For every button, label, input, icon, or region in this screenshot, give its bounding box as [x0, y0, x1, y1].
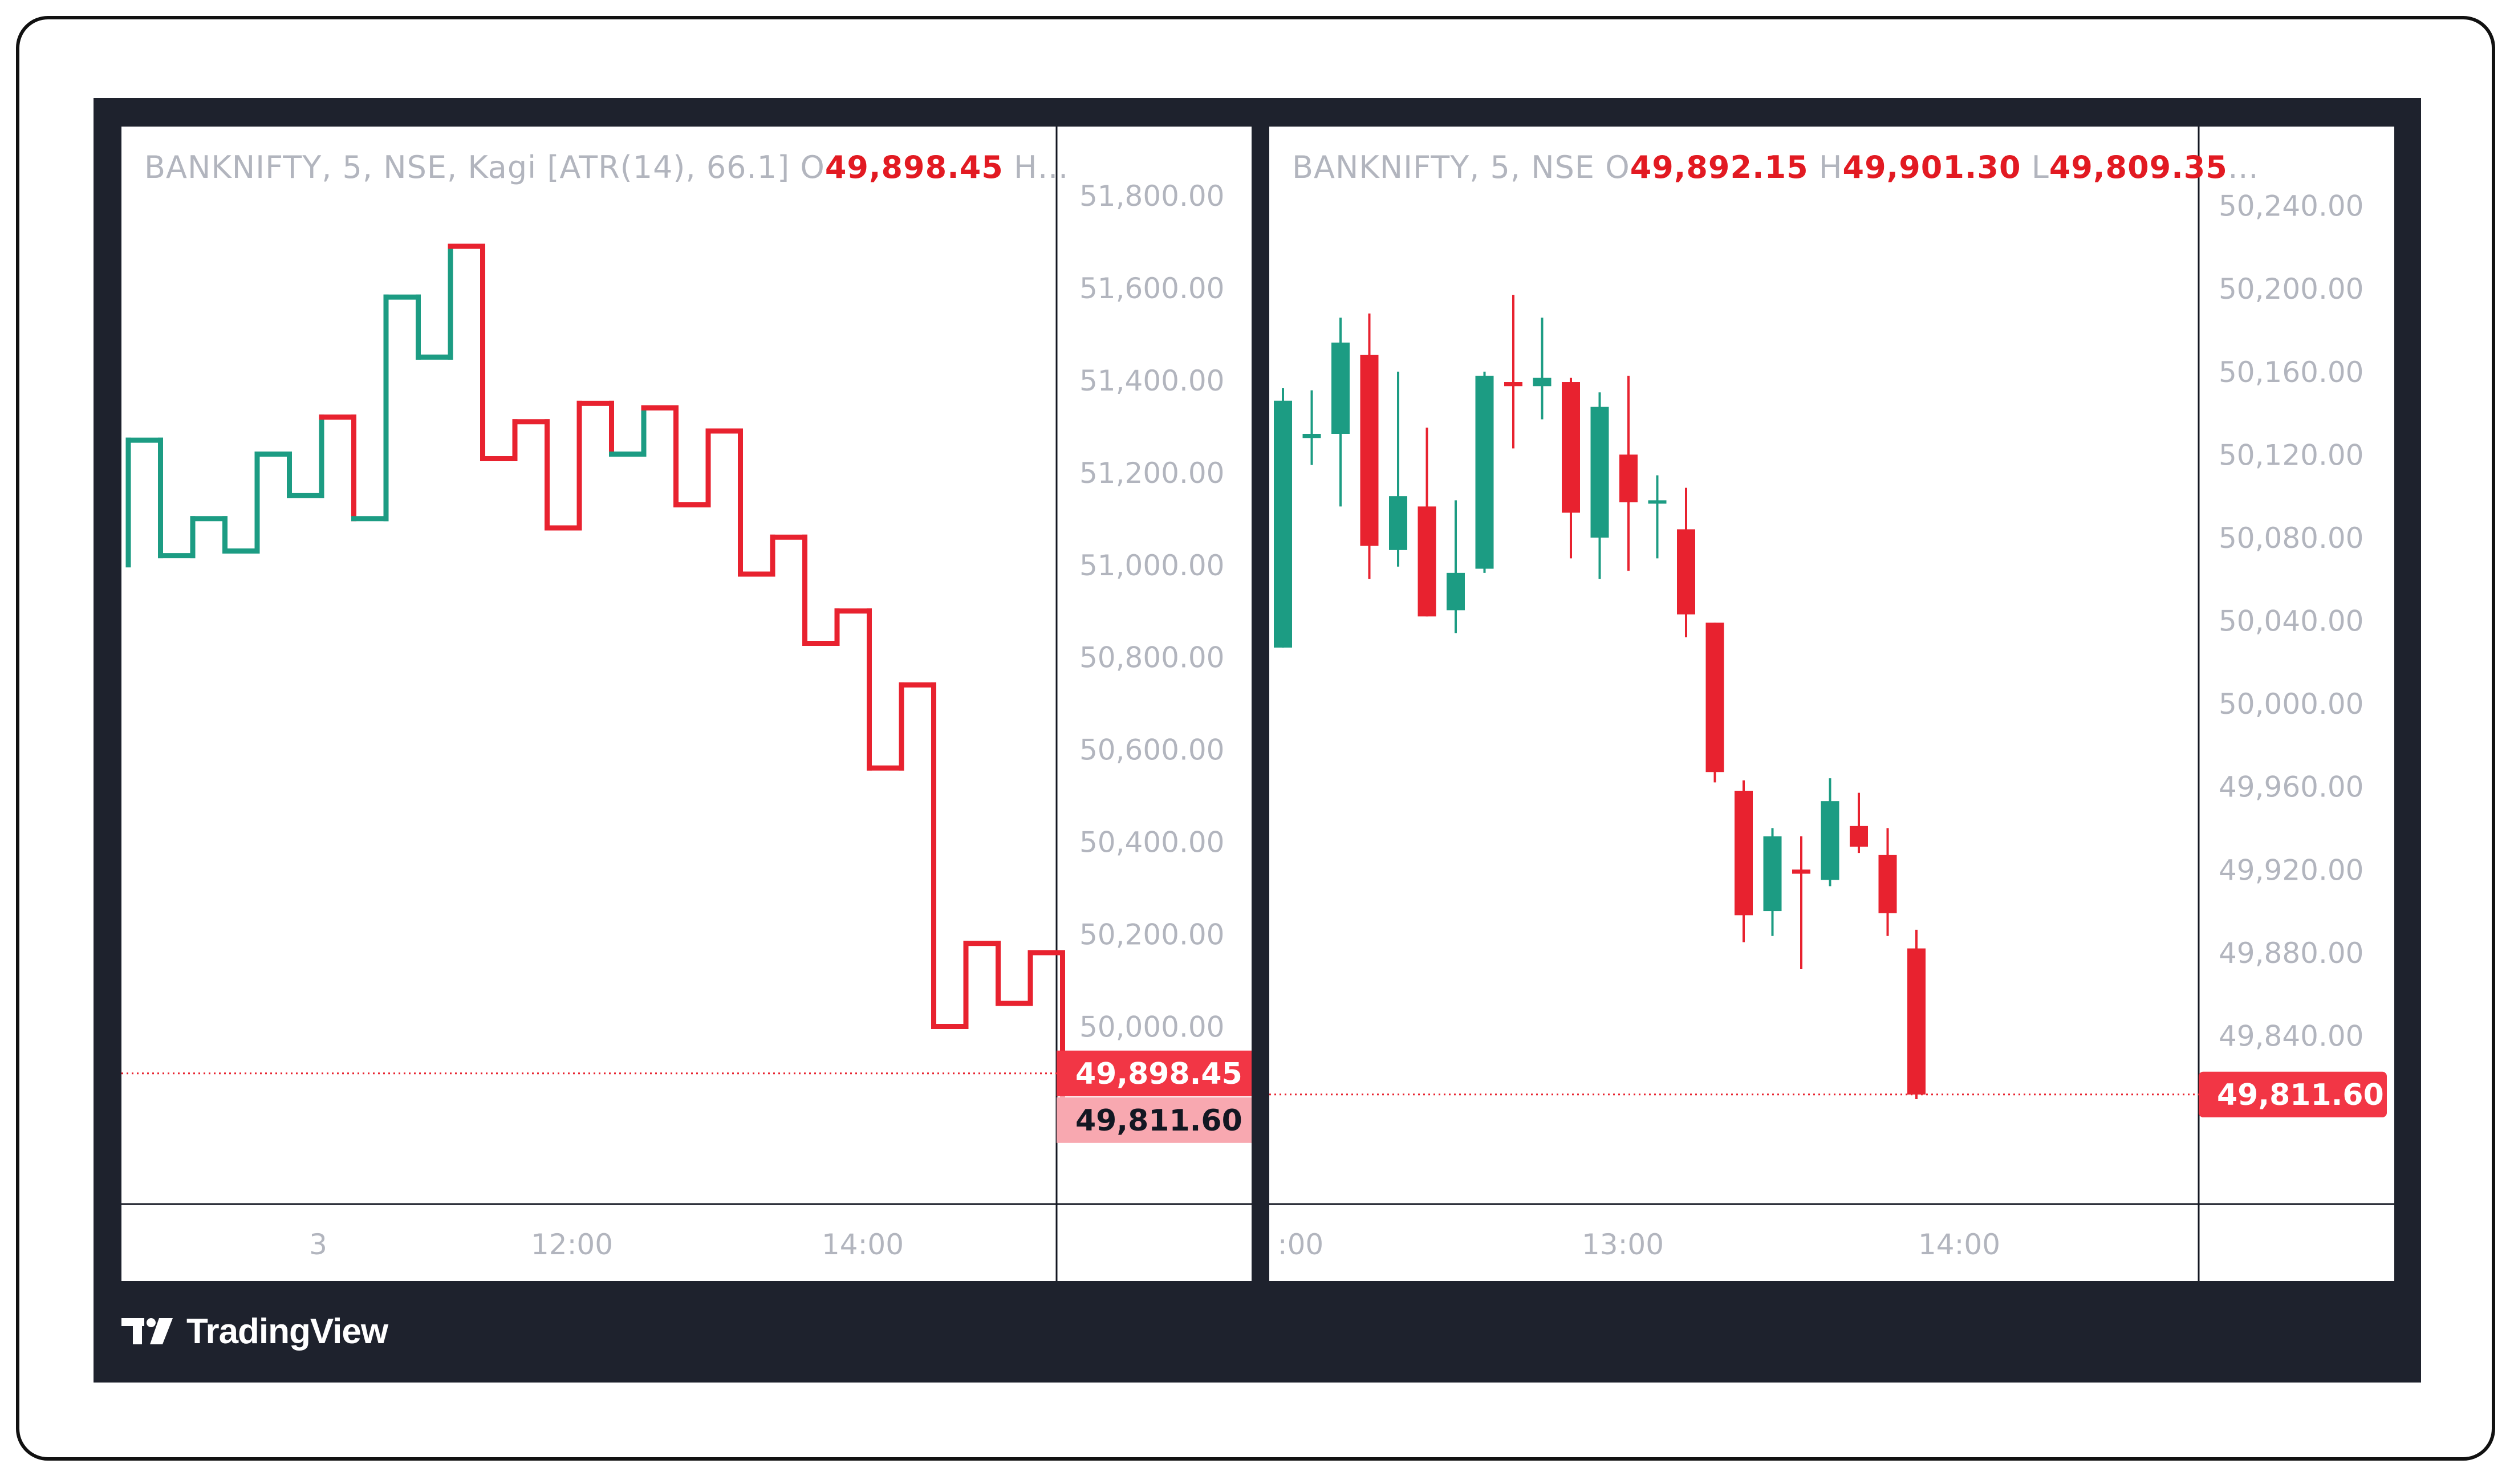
- candle-legend: BANKNIFTY, 5, NSE O49,892.15 H49,901.30 …: [1292, 149, 2259, 185]
- y-tick-label: 50,200.00: [1079, 918, 1224, 952]
- candle-body: [1475, 376, 1494, 569]
- candle-legend-open-label: O: [1605, 149, 1630, 185]
- y-tick-label: 50,120.00: [2219, 438, 2363, 471]
- kagi-legend: BANKNIFTY, 5, NSE, Kagi [ATR(14), 66.1] …: [144, 149, 1069, 185]
- x-tick-label: 3: [309, 1228, 327, 1261]
- y-tick-label: 49,840.00: [2219, 1019, 2363, 1052]
- y-tick-label: 50,000.00: [2219, 688, 2363, 721]
- kagi-chart[interactable]: 51,800.00 51,600.00 51,400.00 51,200.00 51,0…: [121, 127, 1252, 1281]
- kagi-legend-open-label: O: [800, 149, 825, 185]
- y-tick-label: 49,920.00: [2219, 853, 2363, 887]
- candle-legend-more: …: [2227, 149, 2259, 185]
- tradingview-wordmark: TradingView: [186, 1312, 388, 1351]
- candlestick-chart-panel[interactable]: 50,240.00 50,200.00 50,160.00 50,120.00 50,0…: [1269, 127, 2394, 1281]
- candle-body: [1850, 826, 1868, 847]
- y-tick-label: 50,800.00: [1079, 641, 1224, 674]
- y-tick-label: 51,600.00: [1079, 272, 1224, 305]
- x-tick-label: 14:00: [1918, 1228, 2000, 1261]
- candle-body: [1331, 342, 1350, 434]
- current-price-label-bg: [1057, 1097, 1252, 1143]
- candle-body: [1590, 406, 1609, 538]
- candlestick-chart[interactable]: 50,240.00 50,200.00 50,160.00 50,120.00 50,0…: [1269, 127, 2394, 1281]
- candle-body: [1763, 836, 1782, 912]
- candle-body: [1389, 496, 1407, 550]
- candle-body: [1677, 529, 1695, 615]
- candle-body: [1792, 869, 1810, 874]
- candle-legend-high-value: 49,901.30: [1842, 149, 2021, 185]
- candle-body: [1907, 948, 1926, 1095]
- tradingview-brand[interactable]: TradingView: [121, 1311, 388, 1352]
- y-tick-label: 49,880.00: [2219, 937, 2363, 970]
- kagi-legend-open-value: 49,898.45: [825, 149, 1004, 185]
- candle-body: [1878, 855, 1897, 913]
- candle-body: [1504, 382, 1522, 387]
- x-tick-label: :00: [1278, 1228, 1323, 1261]
- candle-legend-open-value: 49,892.15: [1630, 149, 1809, 185]
- y-tick-label: 51,400.00: [1079, 364, 1224, 397]
- candle-body: [1705, 623, 1724, 773]
- candle-legend-low-value: 49,809.35: [2049, 149, 2228, 185]
- kagi-legend-more: H…: [1014, 149, 1069, 185]
- x-tick-label: 13:00: [1582, 1228, 1664, 1261]
- last-price-label: 49,898.45: [1075, 1057, 1242, 1091]
- y-tick-label: 51,200.00: [1079, 457, 1224, 490]
- kagi-chart-panel[interactable]: 51,800.00 51,600.00 51,400.00 51,200.00 51,0…: [121, 127, 1252, 1281]
- x-tick-label: 14:00: [822, 1228, 904, 1261]
- tradingview-logo-icon: [121, 1318, 173, 1344]
- current-price-label: 49,811.60: [1075, 1104, 1242, 1138]
- candle-body: [1735, 790, 1753, 916]
- candle-legend-symbol: BANKNIFTY, 5, NSE: [1292, 149, 1595, 185]
- candle-body: [1360, 355, 1379, 546]
- candle-body: [1302, 434, 1321, 438]
- candle-body: [1619, 454, 1638, 503]
- candle-legend-low-label: L: [2031, 149, 2049, 185]
- y-tick-label: 50,080.00: [2219, 522, 2363, 555]
- y-tick-label: 51,000.00: [1079, 549, 1224, 582]
- y-tick-label: 50,000.00: [1079, 1011, 1224, 1044]
- candle-body: [1447, 572, 1465, 611]
- y-tick-label: 50,200.00: [2219, 273, 2363, 306]
- y-tick-label: 50,400.00: [1079, 826, 1224, 859]
- y-tick-label: 50,040.00: [2219, 605, 2363, 638]
- candle-body: [1274, 400, 1292, 648]
- kagi-legend-symbol: BANKNIFTY, 5, NSE, Kagi [ATR(14), 66.1]: [144, 149, 790, 185]
- candle-body: [1648, 500, 1667, 504]
- y-tick-label: 50,240.00: [2219, 190, 2363, 223]
- last-price-label-bg: [1057, 1050, 1252, 1096]
- last-price-label-bg: [2199, 1071, 2387, 1117]
- y-tick-label: 51,800.00: [1079, 180, 1224, 213]
- y-tick-label: 50,600.00: [1079, 734, 1224, 767]
- candle-legend-high-label: H: [1818, 149, 1843, 185]
- y-tick-label: 49,960.00: [2219, 771, 2363, 804]
- candle-body: [1533, 377, 1552, 387]
- candle-body: [1821, 801, 1839, 880]
- x-tick-label: 12:00: [531, 1228, 613, 1261]
- last-price-label: 49,811.60: [2217, 1078, 2384, 1112]
- y-tick-label: 50,160.00: [2219, 356, 2363, 389]
- candle-body: [1562, 382, 1580, 513]
- candle-body: [1418, 506, 1436, 617]
